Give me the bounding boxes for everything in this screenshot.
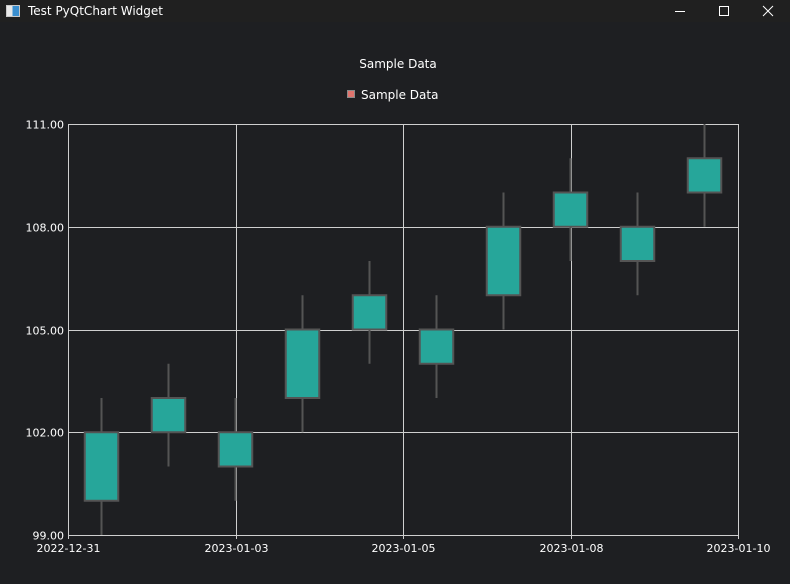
y-tick-label: 108.00: [26, 222, 65, 235]
y-tick-label: 111.00: [26, 119, 65, 132]
window-controls: [658, 0, 790, 22]
chart-view[interactable]: Sample Data Sample Data 99.00 102.00 105.0…: [0, 22, 790, 580]
candle: [150, 363, 187, 467]
candle-body: [418, 328, 455, 365]
legend: Sample Data: [347, 88, 438, 102]
candle-body: [150, 397, 187, 434]
x-tick-label: 2023-01-05: [372, 542, 436, 555]
window-title: Test PyQtChart Widget: [28, 4, 163, 18]
candle-body: [83, 431, 120, 502]
candle: [418, 295, 455, 398]
candle: [686, 124, 723, 227]
x-tick-label: 2023-01-03: [205, 542, 269, 555]
candle-body: [686, 157, 723, 194]
candle: [552, 158, 589, 261]
y-tick-label: 105.00: [26, 325, 65, 338]
maximize-button[interactable]: [702, 0, 746, 22]
candle: [217, 398, 254, 501]
candle: [619, 192, 656, 296]
close-icon: [762, 5, 774, 17]
minimize-icon: [675, 11, 685, 12]
candle-body: [351, 294, 388, 331]
candle-body: [485, 225, 522, 297]
legend-label[interactable]: Sample Data: [361, 88, 438, 102]
candle-body: [217, 431, 254, 468]
grid: [68, 124, 739, 539]
axis-labels: 99.00 102.00 105.00 108.00 111.00 2022-12-31 2…: [26, 119, 771, 556]
candle: [284, 295, 321, 433]
app-window-icon: [6, 5, 20, 17]
candlestick-chart: Sample Data Sample Data 99.00 102.00 105.0…: [26, 57, 771, 556]
candles: [83, 124, 723, 535]
y-tick-label: 102.00: [26, 427, 65, 440]
close-button[interactable]: [746, 0, 790, 22]
maximize-icon: [719, 6, 729, 16]
title-bar[interactable]: Test PyQtChart Widget: [0, 0, 790, 22]
chart-title: Sample Data: [359, 57, 436, 71]
candle-body: [552, 191, 589, 228]
candle: [485, 192, 522, 330]
candle-body: [619, 225, 656, 262]
legend-marker[interactable]: [347, 90, 355, 98]
candle-body: [284, 328, 321, 399]
y-tick-label: 99.00: [33, 530, 65, 543]
x-tick-label: 2023-01-08: [540, 542, 604, 555]
candle: [83, 398, 120, 535]
x-tick-label: 2022-12-31: [37, 542, 101, 555]
candle: [351, 261, 388, 364]
x-tick-label: 2023-01-10: [707, 542, 771, 555]
minimize-button[interactable]: [658, 0, 702, 22]
